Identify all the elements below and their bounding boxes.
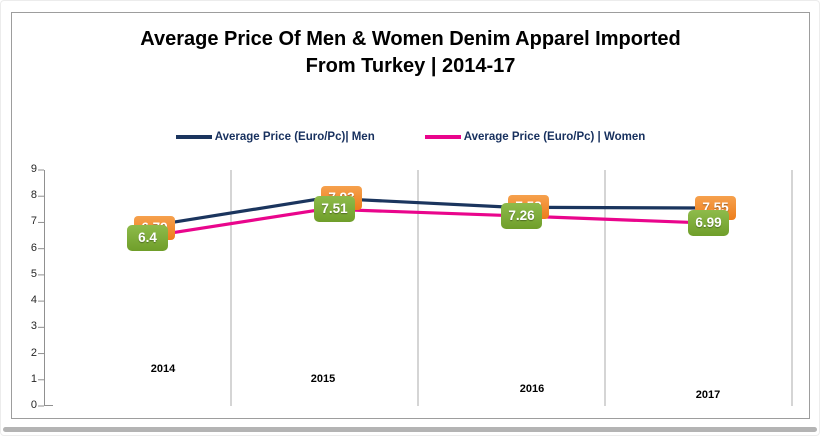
chart-title-line1: Average Price Of Men & Women Denim Appar…: [140, 28, 681, 50]
x-axis-label-2016: 2016: [519, 383, 545, 395]
chart-frame: Average Price Of Men & Women Denim Appar…: [11, 12, 810, 419]
data-label-women-2016: 7.26: [501, 202, 542, 229]
plot-area: 01234567896.797.937.587.556.47.517.266.9…: [31, 163, 793, 411]
data-label-women-2015: 7.51: [314, 196, 355, 223]
legend-item-women: Average Price (Euro/Pc) | Women: [424, 131, 646, 143]
legend-item-men: Average Price (Euro/Pc)| Men: [175, 131, 375, 143]
y-axis-label: 1: [30, 372, 37, 385]
series-line-men: [137, 196, 699, 230]
legend-line-swatch-men: [175, 135, 212, 139]
legend: Average Price (Euro/Pc)| Men Average Pric…: [12, 131, 809, 143]
data-label-women-2017: 6.99: [688, 209, 729, 236]
chart-title-line2: From Turkey | 2014-17: [305, 55, 516, 77]
series-line-women: [137, 207, 699, 240]
y-axis-label: 5: [30, 267, 37, 280]
legend-label-women: Average Price (Euro/Pc) | Women: [463, 131, 646, 143]
y-axis-label: 3: [30, 320, 37, 333]
y-axis-label: 2: [30, 346, 37, 359]
chart-canvas: [38, 169, 793, 407]
y-axis-label: 0: [30, 399, 37, 411]
legend-label-men: Average Price (Euro/Pc)| Men: [214, 131, 375, 143]
y-axis-label: 9: [30, 163, 37, 175]
bottom-border-bar: [3, 427, 817, 432]
x-axis-label-2017: 2017: [695, 389, 721, 401]
legend-line-swatch-women: [424, 135, 461, 139]
data-label-women-2014: 6.4: [127, 225, 168, 252]
y-axis-label: 6: [30, 241, 37, 254]
x-axis-label-2015: 2015: [310, 373, 336, 385]
y-axis-label: 8: [30, 189, 37, 202]
chart-title: Average Price Of Men & Women Denim Appar…: [12, 26, 809, 80]
y-axis-label: 4: [30, 294, 37, 307]
y-axis-label: 7: [30, 215, 37, 228]
x-axis-label-2014: 2014: [150, 363, 176, 375]
